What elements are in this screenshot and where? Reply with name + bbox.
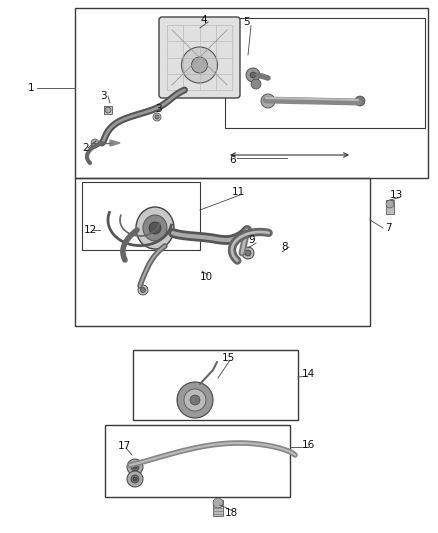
Circle shape xyxy=(184,389,206,411)
Text: 5: 5 xyxy=(243,17,250,27)
Bar xyxy=(82,182,200,250)
Circle shape xyxy=(245,250,251,256)
FancyBboxPatch shape xyxy=(159,17,240,98)
Text: 16: 16 xyxy=(302,440,315,450)
Text: 2: 2 xyxy=(82,143,88,153)
Text: 3: 3 xyxy=(155,104,162,114)
Bar xyxy=(75,8,428,178)
Circle shape xyxy=(138,285,148,295)
Circle shape xyxy=(251,79,261,89)
Bar xyxy=(104,106,112,114)
Text: 15: 15 xyxy=(222,353,235,363)
Text: 8: 8 xyxy=(281,242,288,252)
Ellipse shape xyxy=(143,215,167,241)
Circle shape xyxy=(127,471,143,487)
Text: 1: 1 xyxy=(28,83,35,93)
Circle shape xyxy=(133,465,137,469)
Text: 17: 17 xyxy=(118,441,131,451)
Circle shape xyxy=(191,57,208,73)
Text: 3: 3 xyxy=(100,91,106,101)
Circle shape xyxy=(91,139,99,147)
Circle shape xyxy=(250,72,256,78)
Text: 14: 14 xyxy=(302,369,315,379)
Polygon shape xyxy=(110,140,120,146)
Ellipse shape xyxy=(136,207,174,249)
Circle shape xyxy=(105,107,111,113)
Circle shape xyxy=(141,287,145,293)
Text: 9: 9 xyxy=(248,235,254,245)
Text: 10: 10 xyxy=(200,272,213,282)
Circle shape xyxy=(386,200,394,208)
Bar xyxy=(225,18,425,128)
Bar xyxy=(133,350,298,420)
Bar xyxy=(75,178,370,326)
Ellipse shape xyxy=(149,222,161,234)
Bar xyxy=(386,200,394,214)
Text: 4: 4 xyxy=(200,15,207,25)
Text: 6: 6 xyxy=(229,155,236,165)
Circle shape xyxy=(181,47,218,83)
Circle shape xyxy=(131,463,139,471)
Circle shape xyxy=(355,96,365,106)
Circle shape xyxy=(131,475,139,483)
Text: 12: 12 xyxy=(84,225,97,235)
Circle shape xyxy=(213,498,223,508)
Circle shape xyxy=(133,477,137,481)
Circle shape xyxy=(261,94,275,108)
Circle shape xyxy=(155,115,159,119)
Text: 11: 11 xyxy=(232,187,245,197)
Bar xyxy=(213,500,223,516)
Circle shape xyxy=(177,382,213,418)
Circle shape xyxy=(141,211,149,219)
Circle shape xyxy=(242,247,254,259)
Circle shape xyxy=(246,68,260,82)
Circle shape xyxy=(190,395,200,405)
Circle shape xyxy=(153,113,161,121)
Bar xyxy=(105,425,290,497)
Text: 7: 7 xyxy=(385,223,392,233)
Text: 13: 13 xyxy=(390,190,403,200)
Text: 18: 18 xyxy=(225,508,238,518)
Circle shape xyxy=(127,459,143,475)
